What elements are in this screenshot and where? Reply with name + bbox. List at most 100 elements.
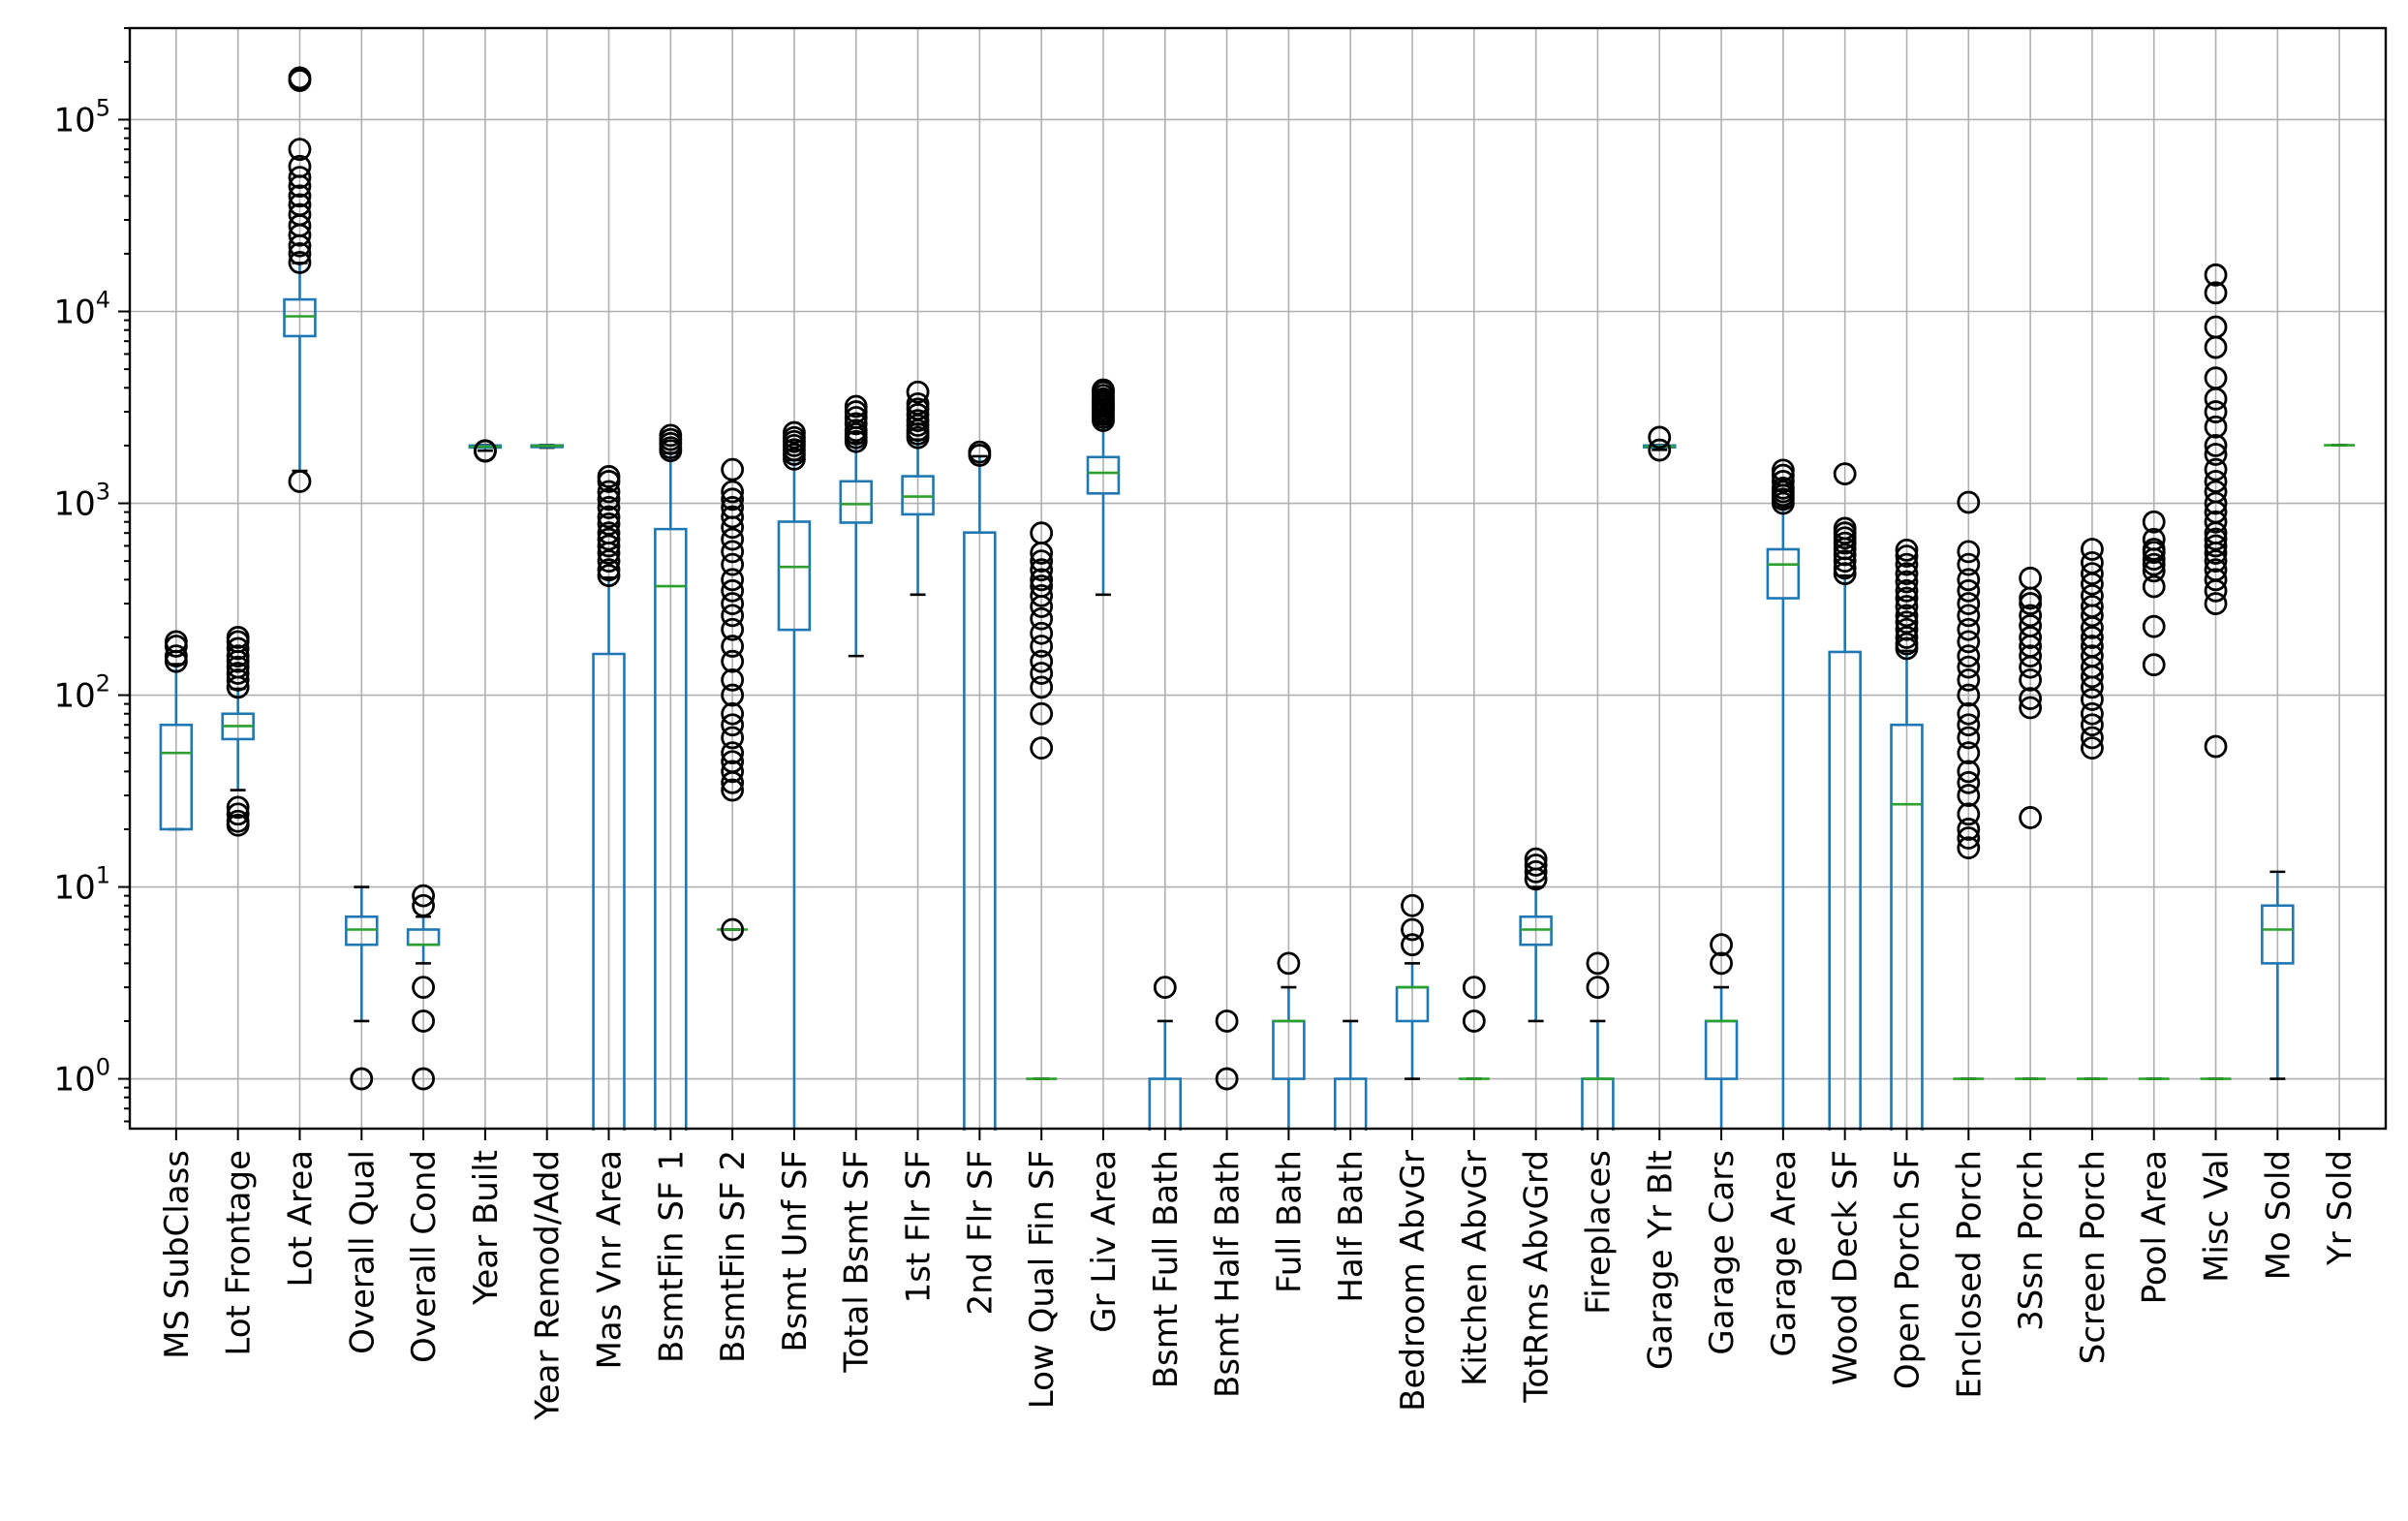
outlier-point	[2081, 550, 2104, 574]
y-tick-base: 10	[53, 294, 95, 332]
outlier-point	[1957, 701, 1981, 726]
outlier-point	[1401, 917, 1424, 942]
outlier-point	[597, 549, 621, 574]
outlier-point	[288, 202, 312, 227]
outlier-point	[2204, 415, 2228, 439]
x-tick-label: Half Bath	[1332, 1150, 1371, 1303]
box-group	[654, 423, 688, 1131]
outlier-point	[2204, 480, 2228, 504]
outlier-point	[1092, 378, 1115, 402]
outlier-point	[1895, 538, 1919, 562]
outlier-point	[288, 66, 312, 90]
x-tick-label: Wood Deck SF	[1827, 1150, 1866, 1385]
outlier-point	[1030, 558, 1054, 582]
outlier-point	[721, 552, 745, 576]
box-group	[592, 465, 626, 1131]
outlier-point	[226, 662, 250, 685]
outlier-point	[721, 480, 745, 504]
box-group	[1272, 951, 1306, 1129]
outlier-point	[1957, 770, 1981, 794]
iqr-box	[2261, 904, 2295, 965]
outlier-point	[721, 540, 745, 564]
iqr-box	[1148, 1077, 1183, 1131]
outlier-point	[1833, 549, 1857, 574]
outlier-point	[1030, 574, 1054, 598]
box-group	[1215, 1009, 1239, 1091]
outlier-point	[1648, 425, 1672, 450]
outlier-point	[1215, 1009, 1239, 1033]
x-tick-label: Pool Area	[2136, 1150, 2175, 1304]
outlier-point	[1030, 675, 1054, 699]
outlier-point	[2204, 434, 2228, 457]
x-tick-label: Mo Sold	[2259, 1150, 2298, 1280]
outlier-point	[906, 403, 930, 426]
outlier-point	[2204, 510, 2228, 534]
boxes	[159, 66, 2356, 1131]
box-group	[901, 380, 935, 597]
outlier-point	[1895, 544, 1919, 569]
outlier-point	[1895, 586, 1919, 610]
y-tick-base: 10	[53, 101, 95, 140]
outlier-point	[2142, 510, 2166, 534]
y-tick-label: 102	[53, 670, 110, 716]
outlier-point	[1957, 667, 1981, 692]
outlier-point	[721, 778, 745, 802]
outlier-point	[721, 604, 745, 628]
outlier-point	[1648, 438, 1672, 462]
outlier-point	[412, 1009, 435, 1033]
outlier-point	[1895, 595, 1919, 618]
y-tick-label: 100	[53, 1054, 110, 1100]
outlier-point	[597, 512, 621, 536]
outlier-point	[1957, 713, 1981, 737]
outlier-point	[412, 884, 435, 908]
iqr-box	[159, 723, 194, 831]
outlier-point	[2204, 558, 2228, 582]
y-tick-base: 10	[53, 677, 95, 716]
box-group	[717, 457, 749, 942]
outlier-point	[288, 251, 312, 274]
outlier-point	[2081, 626, 2104, 649]
x-tick-label: Lot Area	[281, 1150, 320, 1288]
x-tick-label: Bsmt Full Bath	[1147, 1150, 1186, 1388]
outlier-point	[350, 1067, 374, 1091]
outlier-point	[1895, 562, 1919, 586]
outlier-point	[783, 420, 806, 445]
outlier-point	[2204, 263, 2228, 287]
outlier-point	[288, 154, 312, 178]
outlier-point	[1957, 540, 1981, 564]
x-tick-label: Open Porch SF	[1888, 1150, 1927, 1389]
box-group	[283, 66, 317, 493]
outlier-point	[721, 760, 745, 784]
outlier-point	[844, 419, 868, 443]
outlier-point	[659, 423, 683, 448]
outlier-point	[1030, 736, 1054, 760]
x-tick-label: Gr Liv Area	[1085, 1150, 1124, 1333]
outlier-point	[1957, 604, 1981, 628]
outlier-point	[226, 644, 250, 668]
outlier-point	[2142, 527, 2166, 551]
y-tick-label: 103	[53, 479, 110, 524]
outlier-point	[721, 527, 745, 551]
outlier-point	[473, 439, 497, 463]
y-tick-label: 105	[53, 94, 110, 140]
outlier-point	[1524, 847, 1548, 871]
outlier-point	[1957, 818, 1981, 841]
box-group	[1086, 378, 1121, 597]
outlier-point	[2142, 538, 2166, 561]
x-tick-label: 1st Flr SF	[900, 1150, 939, 1303]
outlier-point	[2019, 604, 2043, 628]
y-tick-exponent: 4	[96, 287, 110, 314]
outlier-point	[226, 655, 250, 679]
outlier-point	[1957, 726, 1981, 750]
outlier-point	[1586, 976, 1610, 1000]
outlier-point	[1030, 701, 1054, 726]
outlier-point	[1030, 521, 1054, 545]
outlier-point	[288, 241, 312, 265]
iqr-box	[1333, 1077, 1368, 1131]
outlier-point	[1030, 583, 1054, 607]
outlier-point	[1833, 516, 1857, 541]
outlier-point	[1957, 617, 1981, 641]
outlier-point	[2142, 653, 2166, 677]
x-tick-label: Lot Frontage	[220, 1150, 259, 1356]
